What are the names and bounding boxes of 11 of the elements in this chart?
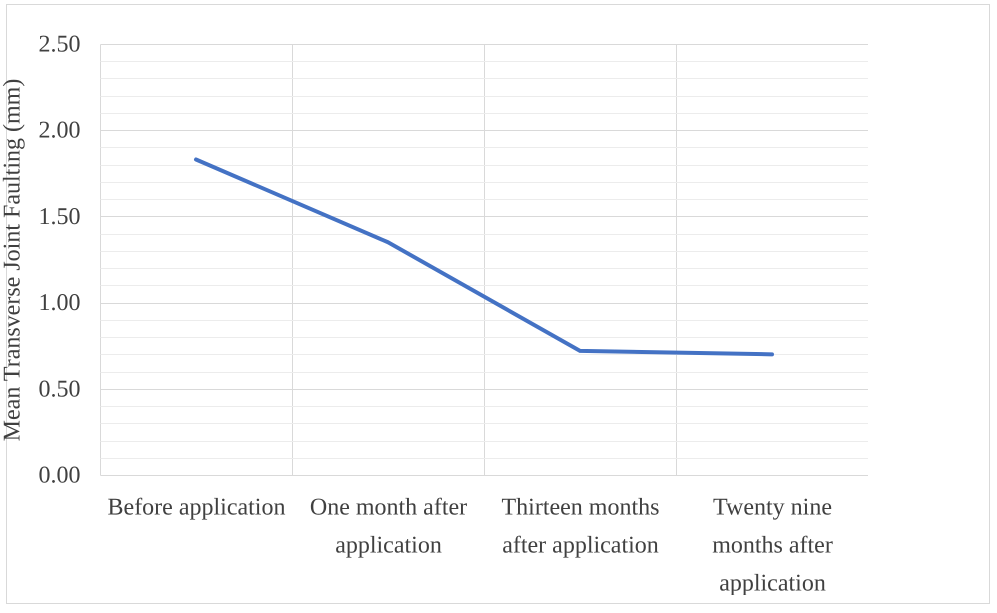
x-tick-label: Thirteen months after application xyxy=(502,494,660,558)
x-tick-label: One month after application xyxy=(310,494,468,558)
y-tick-label: 2.00 xyxy=(38,118,80,144)
y-tick-label: 0.50 xyxy=(38,376,80,402)
line-series xyxy=(194,158,774,356)
text: 0.00 xyxy=(38,462,80,488)
y-tick-label: 1.00 xyxy=(38,290,80,316)
y-tick-label: 2.50 xyxy=(38,32,80,58)
y-tick-label: 1.50 xyxy=(38,204,80,230)
y-axis-title: Mean Transverse Joint Faulting (mm) xyxy=(0,78,26,442)
x-tick-label: Before application xyxy=(108,494,286,520)
